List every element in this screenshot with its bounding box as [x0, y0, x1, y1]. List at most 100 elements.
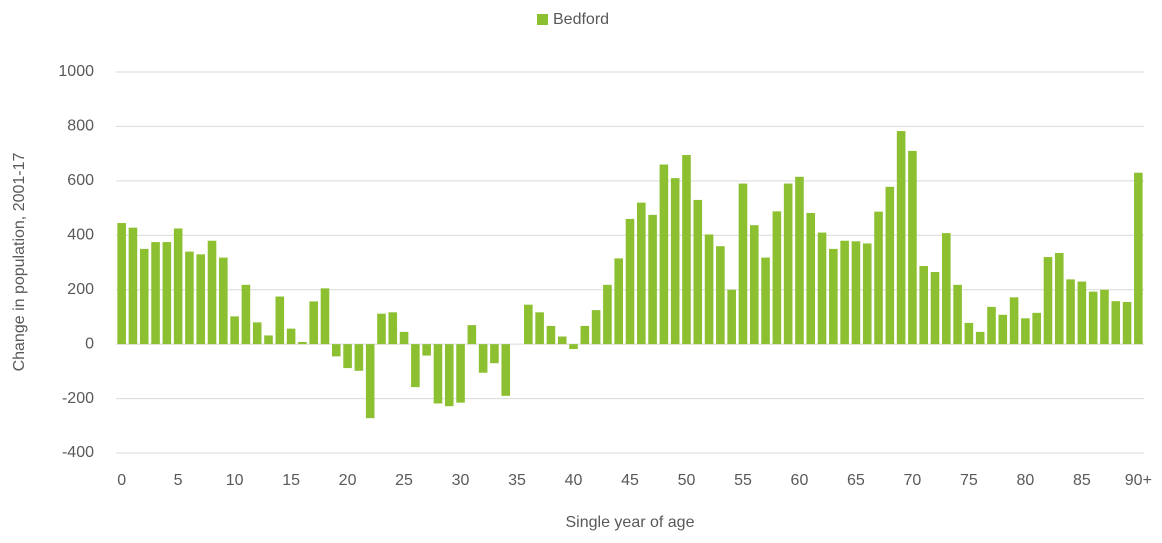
x-tick-label: 20	[339, 472, 357, 489]
bar	[648, 214, 657, 345]
bar	[117, 223, 126, 345]
y-axis-title: Change in population, 2001-17	[11, 152, 28, 371]
bar	[1032, 312, 1041, 345]
x-tick-label: 5	[174, 472, 183, 489]
bar	[727, 289, 736, 345]
bar	[693, 199, 703, 345]
bar	[173, 228, 183, 345]
bar	[704, 234, 714, 345]
bar	[1066, 279, 1075, 345]
bar	[716, 246, 725, 345]
bar	[354, 344, 364, 371]
bar	[456, 344, 465, 403]
bar	[433, 344, 443, 404]
bar	[908, 150, 917, 345]
bar	[1021, 318, 1030, 345]
x-tick-label: 10	[226, 472, 244, 489]
bar	[896, 131, 906, 345]
bar	[1077, 281, 1087, 345]
x-tick-label: 75	[960, 472, 978, 489]
bar	[625, 218, 635, 345]
bar	[207, 240, 217, 345]
x-tick-label: 65	[847, 472, 865, 489]
bar	[422, 344, 431, 356]
bar	[569, 344, 578, 350]
bar	[591, 310, 601, 345]
bar	[467, 325, 477, 345]
bar	[196, 254, 206, 345]
x-tick-label: 40	[565, 472, 583, 489]
x-tick-label: 55	[734, 472, 752, 489]
bar	[772, 211, 782, 345]
bar	[682, 155, 691, 345]
bar	[874, 211, 883, 345]
x-tick-label: 70	[904, 472, 922, 489]
bar	[444, 344, 454, 407]
bar	[298, 341, 307, 345]
bar	[1122, 301, 1132, 345]
bar	[783, 183, 793, 345]
bar	[343, 344, 352, 369]
bar	[670, 178, 680, 345]
bar	[252, 322, 262, 345]
bar	[761, 257, 770, 345]
bar	[241, 284, 251, 345]
y-tick-label: 200	[67, 281, 94, 298]
bar	[975, 331, 985, 345]
bar	[1043, 257, 1053, 345]
bar	[930, 272, 940, 345]
bar	[942, 233, 951, 345]
bar	[1088, 291, 1098, 345]
bar	[987, 306, 996, 345]
x-tick-label: 45	[621, 472, 639, 489]
bar	[659, 164, 669, 345]
y-tick-label: 400	[67, 227, 94, 244]
bar	[840, 240, 849, 345]
y-tick-label: 600	[67, 172, 94, 189]
bar	[524, 304, 533, 345]
bar	[1134, 172, 1143, 345]
bar	[331, 344, 341, 357]
bar	[1111, 301, 1121, 345]
bar	[557, 336, 567, 345]
y-tick-label: -200	[62, 390, 94, 407]
bar	[411, 344, 420, 388]
bar	[139, 248, 149, 345]
x-tick-label: 50	[678, 472, 696, 489]
bar	[151, 242, 160, 345]
bar	[998, 314, 1008, 345]
x-tick-label: 25	[395, 472, 413, 489]
y-tick-label: 1000	[58, 63, 94, 80]
bar	[320, 288, 330, 345]
bar	[1054, 252, 1064, 345]
bar	[230, 316, 239, 345]
bar	[806, 212, 816, 345]
legend-swatch	[537, 14, 548, 25]
bar	[885, 186, 895, 345]
bar	[309, 301, 318, 345]
bar	[1009, 297, 1019, 345]
x-tick-label: 85	[1073, 472, 1091, 489]
bar	[546, 325, 556, 345]
bar	[851, 241, 861, 345]
bar	[964, 322, 974, 345]
x-tick-label: 35	[508, 472, 526, 489]
bar	[275, 296, 285, 345]
bar	[365, 344, 375, 419]
bar	[490, 344, 499, 364]
bar	[795, 176, 804, 345]
y-tick-label: -400	[62, 444, 94, 461]
bar	[862, 243, 872, 345]
bar	[264, 335, 273, 345]
bar	[1100, 289, 1109, 345]
x-tick-label: 80	[1016, 472, 1034, 489]
bar	[829, 248, 838, 345]
bar	[580, 325, 590, 345]
bar	[377, 313, 386, 345]
bar	[738, 183, 748, 345]
bar	[478, 344, 488, 373]
legend: Bedford	[537, 11, 609, 28]
bar	[501, 344, 511, 396]
bar	[919, 266, 929, 345]
